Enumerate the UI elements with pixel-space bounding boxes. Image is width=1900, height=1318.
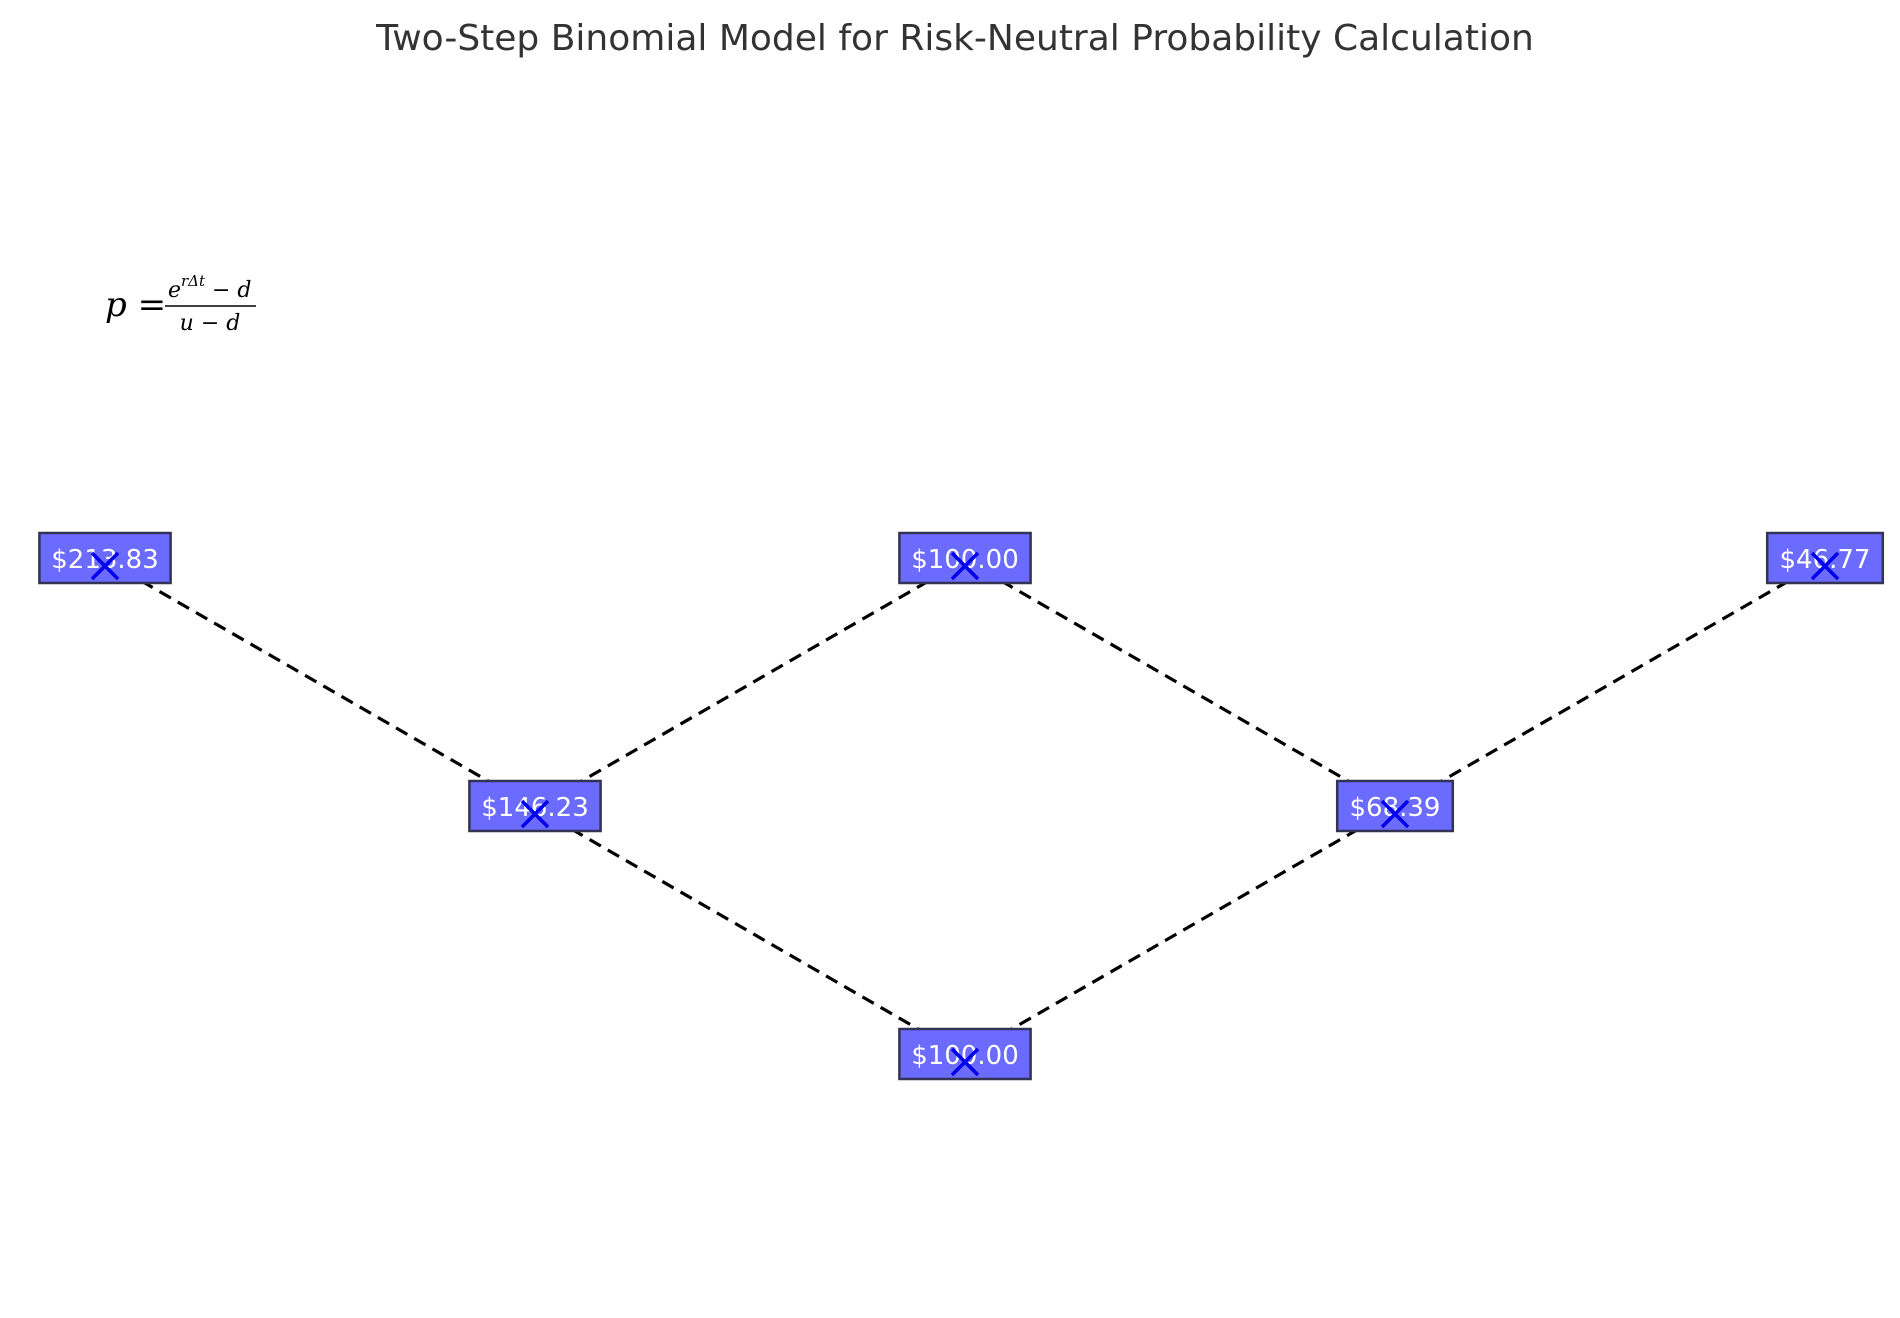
formula-numerator-exponent: rΔt — [181, 272, 206, 290]
tree-node-n6: $46.77 — [1765, 531, 1885, 585]
node-box — [38, 531, 172, 585]
node-price-label: $146.23 — [481, 793, 589, 823]
formula-numerator-base: e — [168, 278, 181, 303]
diagram-title: Two-Step Binomial Model for Risk-Neutral… — [375, 18, 1534, 59]
node-box — [898, 531, 1032, 585]
formula-denominator: u − d — [180, 311, 241, 336]
node-box — [1335, 779, 1455, 833]
tree-node-n1: $213.83 — [38, 531, 172, 585]
x-marker-icon — [520, 799, 550, 829]
x-marker-icon — [1380, 799, 1410, 829]
node-price-label: $46.77 — [1780, 545, 1871, 575]
tree-edges — [104, 558, 1826, 1058]
tree-node-n3: $100.00 — [898, 531, 1032, 585]
tree-edge-n2-n4 — [534, 806, 966, 1058]
tree-edge-n3-n5 — [964, 558, 1396, 810]
risk-neutral-formula: p = e rΔt − d u − d — [105, 272, 256, 336]
node-box — [1765, 531, 1885, 585]
tree-edge-n1-n2 — [104, 558, 536, 810]
tree-edge-n4-n5 — [964, 806, 1396, 1058]
node-box — [468, 779, 602, 833]
formula-lhs: p = — [105, 285, 166, 325]
formula-numerator-rest: − d — [212, 278, 252, 303]
x-marker-icon — [90, 551, 120, 581]
tree-node-n4: $100.00 — [898, 1027, 1032, 1081]
node-price-label: $68.39 — [1350, 793, 1441, 823]
tree-edge-n5-n6 — [1394, 558, 1826, 810]
x-marker-icon — [1810, 551, 1840, 581]
tree-nodes: $213.83 $146.23 $100.00 $100.00 $68.39 $46.77 — [38, 531, 1885, 1081]
node-price-label: $213.83 — [51, 545, 159, 575]
tree-edge-n2-n3 — [534, 558, 966, 810]
node-box — [898, 1027, 1032, 1081]
x-marker-icon — [950, 1047, 980, 1077]
tree-node-n5: $68.39 — [1335, 779, 1455, 833]
tree-node-n2: $146.23 — [468, 779, 602, 833]
x-marker-icon — [950, 551, 980, 581]
node-markers — [90, 551, 1840, 1077]
node-price-label: $100.00 — [911, 1041, 1019, 1071]
node-price-label: $100.00 — [911, 545, 1019, 575]
